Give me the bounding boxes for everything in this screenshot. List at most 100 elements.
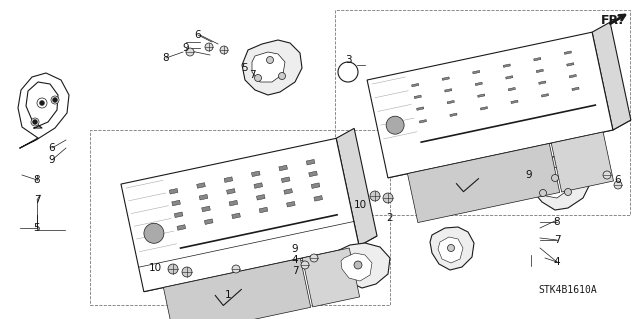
Polygon shape bbox=[177, 225, 186, 230]
Polygon shape bbox=[196, 183, 205, 188]
Polygon shape bbox=[419, 120, 426, 123]
Polygon shape bbox=[204, 219, 213, 225]
Polygon shape bbox=[445, 89, 452, 92]
Polygon shape bbox=[506, 76, 513, 79]
Polygon shape bbox=[199, 194, 208, 200]
Polygon shape bbox=[481, 107, 488, 110]
Text: 4: 4 bbox=[292, 255, 298, 265]
Circle shape bbox=[266, 56, 273, 63]
Circle shape bbox=[310, 254, 318, 262]
Bar bbox=[90, 130, 390, 305]
Circle shape bbox=[383, 193, 393, 203]
Text: 5: 5 bbox=[34, 223, 40, 233]
Text: 9: 9 bbox=[49, 155, 55, 165]
Polygon shape bbox=[170, 189, 178, 194]
Text: 10: 10 bbox=[353, 200, 367, 210]
Bar bbox=[335, 10, 630, 215]
Polygon shape bbox=[284, 189, 292, 194]
Polygon shape bbox=[475, 82, 483, 85]
Polygon shape bbox=[314, 196, 323, 201]
Circle shape bbox=[144, 223, 164, 243]
Polygon shape bbox=[530, 155, 590, 210]
Polygon shape bbox=[477, 94, 485, 97]
Circle shape bbox=[31, 118, 39, 126]
Polygon shape bbox=[534, 57, 541, 61]
Circle shape bbox=[40, 100, 45, 106]
Circle shape bbox=[301, 261, 309, 269]
Polygon shape bbox=[450, 113, 457, 116]
Text: 10: 10 bbox=[148, 263, 161, 273]
Circle shape bbox=[540, 189, 547, 197]
Circle shape bbox=[182, 267, 192, 277]
Circle shape bbox=[278, 72, 285, 79]
Text: 6: 6 bbox=[614, 175, 621, 185]
Text: 7: 7 bbox=[249, 70, 255, 80]
Circle shape bbox=[564, 189, 572, 196]
Circle shape bbox=[232, 265, 240, 273]
Polygon shape bbox=[367, 32, 613, 178]
Polygon shape bbox=[163, 258, 311, 319]
Text: 7: 7 bbox=[34, 195, 40, 205]
Polygon shape bbox=[229, 200, 237, 206]
Polygon shape bbox=[335, 243, 390, 288]
Polygon shape bbox=[536, 69, 543, 73]
Circle shape bbox=[37, 98, 47, 108]
Polygon shape bbox=[287, 201, 295, 207]
Polygon shape bbox=[144, 236, 377, 292]
Polygon shape bbox=[306, 160, 315, 165]
Text: 7: 7 bbox=[292, 266, 298, 276]
Polygon shape bbox=[252, 52, 285, 82]
Polygon shape bbox=[259, 207, 268, 213]
Polygon shape bbox=[412, 83, 419, 87]
Polygon shape bbox=[227, 189, 236, 194]
Text: 9: 9 bbox=[292, 244, 298, 254]
Circle shape bbox=[255, 75, 262, 81]
Polygon shape bbox=[447, 100, 454, 104]
Circle shape bbox=[447, 244, 454, 251]
Polygon shape bbox=[388, 120, 631, 178]
Polygon shape bbox=[430, 227, 474, 270]
Text: 7: 7 bbox=[554, 235, 560, 245]
Circle shape bbox=[205, 43, 213, 51]
Circle shape bbox=[354, 261, 362, 269]
Polygon shape bbox=[232, 213, 241, 219]
Polygon shape bbox=[311, 183, 320, 189]
Text: 8: 8 bbox=[34, 175, 40, 185]
Polygon shape bbox=[592, 22, 631, 130]
Polygon shape bbox=[566, 63, 574, 66]
Text: 5: 5 bbox=[242, 63, 248, 73]
Circle shape bbox=[220, 46, 228, 54]
Polygon shape bbox=[503, 64, 511, 67]
Polygon shape bbox=[538, 167, 570, 198]
Text: 1: 1 bbox=[225, 290, 231, 300]
Polygon shape bbox=[121, 138, 359, 292]
Text: 3: 3 bbox=[345, 55, 351, 65]
Polygon shape bbox=[341, 253, 372, 281]
Polygon shape bbox=[572, 87, 579, 91]
Polygon shape bbox=[472, 70, 480, 74]
Polygon shape bbox=[408, 144, 560, 223]
Polygon shape bbox=[279, 165, 287, 171]
Text: 8: 8 bbox=[554, 217, 560, 227]
Circle shape bbox=[186, 48, 194, 56]
Circle shape bbox=[552, 174, 559, 182]
Polygon shape bbox=[308, 171, 317, 177]
Polygon shape bbox=[541, 94, 548, 97]
Circle shape bbox=[614, 181, 622, 189]
Text: 9: 9 bbox=[525, 170, 532, 180]
Circle shape bbox=[52, 98, 58, 102]
Polygon shape bbox=[336, 128, 377, 246]
Polygon shape bbox=[172, 200, 180, 206]
Polygon shape bbox=[252, 171, 260, 177]
Polygon shape bbox=[414, 95, 421, 99]
Polygon shape bbox=[569, 74, 577, 78]
Polygon shape bbox=[242, 40, 302, 95]
Text: 4: 4 bbox=[554, 257, 560, 267]
Circle shape bbox=[33, 120, 38, 124]
Polygon shape bbox=[511, 100, 518, 104]
Polygon shape bbox=[282, 177, 290, 182]
Polygon shape bbox=[417, 107, 424, 110]
Polygon shape bbox=[508, 87, 515, 91]
Polygon shape bbox=[564, 51, 572, 54]
Polygon shape bbox=[551, 132, 614, 192]
